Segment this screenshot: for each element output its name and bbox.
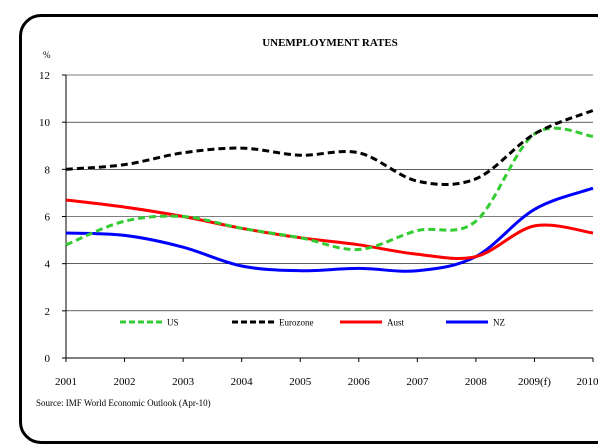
x-tick-label: 2005 — [289, 376, 312, 388]
series-lines — [66, 110, 593, 271]
series-line-eurozone — [66, 110, 593, 184]
legend-label-aust: Aust — [387, 318, 405, 328]
tick-labels: 0 2 4 6 8 10 12 2001 2002 2003 2004 2005 2006 2007 200… — [39, 70, 598, 388]
y-axis-unit-label: % — [43, 50, 51, 60]
unemployment-chart: 0 2 4 6 8 10 12 2001 2002 2003 2004 2005 2006 2007 200… — [0, 0, 598, 421]
y-tick-label: 6 — [45, 212, 51, 224]
x-tick-label: 2004 — [231, 376, 254, 388]
legend-label-us: US — [167, 318, 179, 328]
y-tick-label: 10 — [39, 117, 51, 129]
legend-label-eurozone: Eurozone — [279, 318, 313, 328]
source-note: Source: IMF World Economic Outlook (Apr-… — [36, 398, 211, 408]
y-tick-label: 4 — [45, 259, 51, 271]
x-tick-label: 2003 — [172, 376, 195, 388]
x-tick-label: 2006 — [348, 376, 371, 388]
series-line-us — [66, 128, 593, 249]
grid-lines — [66, 75, 593, 311]
y-tick-label: 12 — [39, 70, 50, 82]
x-tick-label: 2002 — [114, 376, 136, 388]
y-tick-label: 8 — [45, 164, 51, 176]
x-tick-label: 2007 — [406, 376, 429, 388]
y-tick-label: 0 — [45, 353, 51, 365]
x-tick-label: 2009(f) — [518, 376, 551, 388]
x-tick-label: 2010(f) — [577, 376, 598, 388]
y-tick-label: 2 — [45, 306, 51, 318]
x-tick-label: 2008 — [465, 376, 488, 388]
legend-label-nz: NZ — [493, 318, 505, 328]
series-line-aust — [66, 200, 593, 259]
chart-title: UNEMPLOYMENT RATES — [262, 37, 398, 49]
series-line-nz — [66, 188, 593, 271]
x-tick-label: 2001 — [55, 376, 77, 388]
legend: US Eurozone Aust NZ — [120, 318, 505, 328]
